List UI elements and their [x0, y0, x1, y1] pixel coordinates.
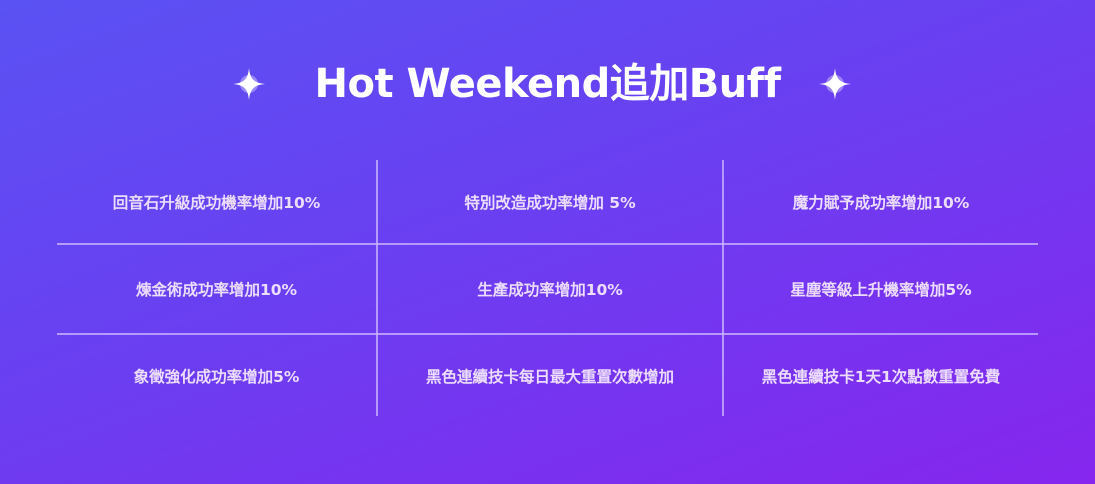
buff-cell: 黑色連續技卡1天1次點數重置免費: [761, 367, 1001, 386]
column-divider: [376, 160, 378, 416]
buff-grid: 回音石升級成功機率增加10% 特別改造成功率增加 5% 魔力賦予成功率增加10%…: [57, 160, 1038, 416]
sparkle-icon: [815, 64, 855, 104]
buff-cell: 回音石升級成功機率增加10%: [112, 193, 321, 212]
page-title: Hot Weekend追加Buff: [314, 61, 782, 107]
buff-cell: 特別改造成功率增加 5%: [464, 193, 636, 212]
buff-cell: 魔力賦予成功率增加10%: [792, 193, 970, 212]
buff-cell: 象徵強化成功率增加5%: [133, 367, 300, 386]
buff-cell: 煉金術成功率增加10%: [135, 281, 298, 299]
column-divider: [722, 160, 724, 416]
sparkle-icon: [229, 64, 269, 104]
title-row: Hot Weekend追加Buff: [0, 52, 1095, 116]
buff-cell: 黑色連續技卡每日最大重置次數增加: [425, 367, 674, 386]
buff-cell: 星塵等級上升機率增加5%: [790, 281, 972, 299]
row-divider: [57, 243, 1038, 245]
buff-cell: 生產成功率增加10%: [477, 281, 623, 299]
row-divider: [57, 333, 1038, 335]
